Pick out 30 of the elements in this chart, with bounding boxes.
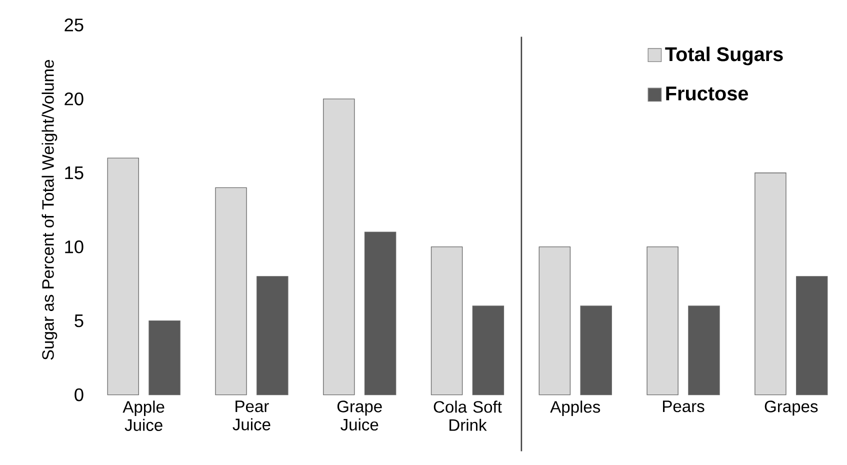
legend-label: Fructose	[666, 86, 748, 100]
y-tick-label: 20	[64, 92, 84, 106]
y-tick-label: 0	[74, 388, 84, 402]
bar	[796, 276, 828, 396]
legend-label: Total Sugars	[665, 46, 783, 66]
bar	[323, 98, 355, 396]
x-tick-label: Pears	[663, 400, 704, 412]
bar	[472, 306, 504, 396]
bar	[430, 246, 463, 396]
y-tick-label: 10	[65, 240, 84, 254]
x-tick-label: Apple Juice	[122, 400, 164, 431]
bar	[580, 306, 612, 396]
bar	[107, 158, 139, 396]
x-tick-label: Pear Juice	[232, 400, 270, 430]
x-tick-label: Grape Juice	[337, 400, 382, 431]
bar	[538, 246, 571, 396]
bar	[646, 246, 678, 396]
bar	[364, 232, 396, 396]
bar	[256, 276, 288, 396]
bar	[688, 306, 720, 396]
y-tick-label: 15	[65, 166, 84, 180]
y-tick-label: 5	[74, 314, 84, 328]
y-axis-title: Sugar as Percent of Total Weight/Volume	[42, 60, 58, 360]
x-tick-label: Apples	[550, 400, 600, 416]
x-tick-label: Cola Soft Drink	[434, 400, 502, 431]
y-tick-label: 25	[64, 18, 84, 32]
x-tick-label: Grapes	[764, 400, 818, 416]
bar	[215, 187, 247, 396]
bar	[148, 320, 180, 396]
bar	[754, 172, 786, 396]
